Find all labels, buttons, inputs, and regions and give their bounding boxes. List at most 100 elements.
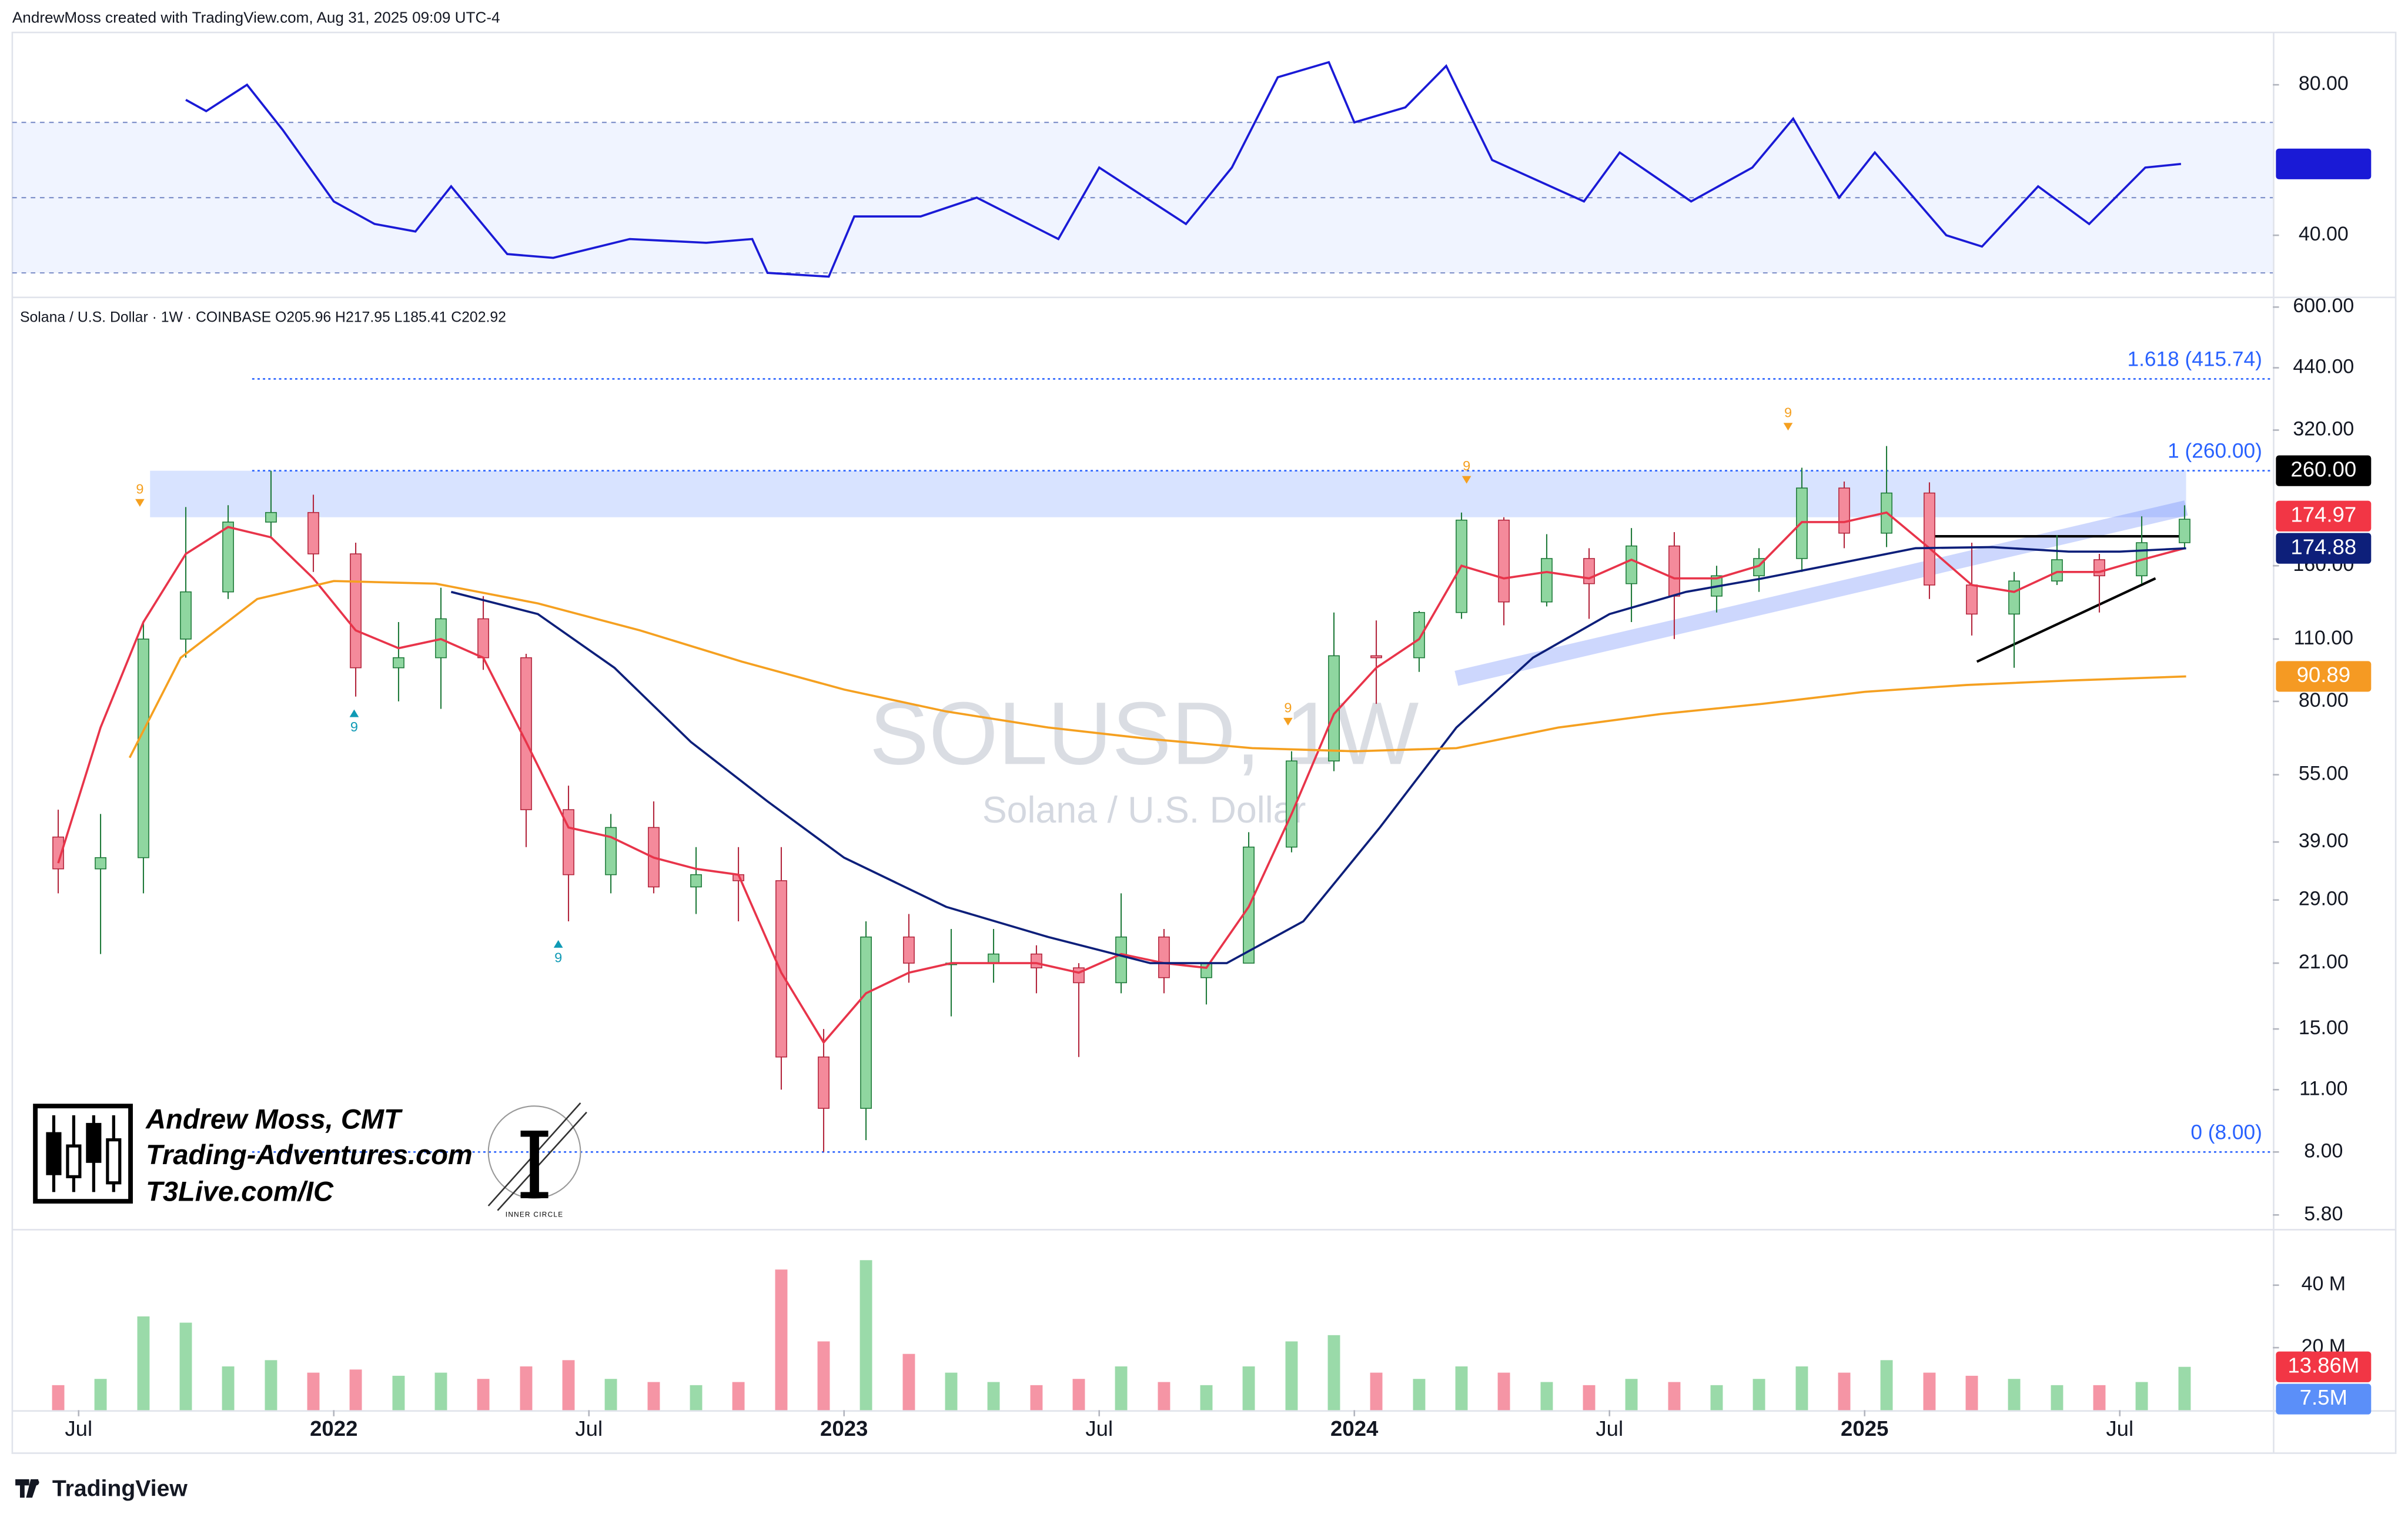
x-tick-label: 2023 — [820, 1416, 868, 1441]
resistance-zone — [150, 470, 2186, 517]
signature-line: T3Live.com/IC — [146, 1175, 334, 1206]
y-tick-label: 600.00 — [2293, 295, 2354, 317]
volume-bar — [1795, 1366, 1808, 1411]
x-tick-label: Jul — [1596, 1416, 1623, 1441]
icon-body — [46, 1132, 62, 1175]
candle-body — [1115, 936, 1127, 984]
footer-logo-dot — [33, 1479, 39, 1486]
y-tick-label: 21.00 — [2299, 951, 2349, 973]
td-count: 9 — [1463, 458, 1470, 473]
x-tick-label: Jul — [575, 1416, 603, 1441]
fib-label: 1.618 (415.74) — [2128, 347, 2262, 370]
y-tick-label: 80.00 — [2299, 72, 2349, 95]
footer: TradingView — [15, 1476, 188, 1502]
candle-body — [860, 936, 872, 1109]
candle-body — [1413, 611, 1425, 659]
price-tag — [2276, 500, 2372, 532]
y-tick-label: 8.00 — [2304, 1139, 2343, 1162]
icon-body — [106, 1138, 122, 1185]
candle-body — [1924, 492, 1935, 586]
symbol-legend: Solana / U.S. Dollar · 1W · COINBASE O20… — [20, 310, 506, 326]
td-arrow — [1783, 423, 1793, 431]
price-tag — [2276, 533, 2372, 564]
td-count: 9 — [554, 950, 562, 965]
candle-body — [477, 618, 489, 659]
volume-bar — [94, 1379, 107, 1411]
watermark: SOLUSD, 1W — [869, 684, 1419, 783]
volume-bar — [2051, 1385, 2063, 1411]
volume-bar — [562, 1360, 575, 1411]
volume-bar — [859, 1260, 872, 1411]
price-tag — [2276, 455, 2372, 486]
y-tick-label: 40.00 — [2299, 223, 2349, 245]
x-tick-label: 2025 — [1841, 1416, 1888, 1441]
candle-body — [1541, 558, 1553, 603]
y-tick-label: 55.00 — [2299, 763, 2349, 785]
td-arrow — [135, 499, 145, 507]
logo-stroke — [497, 1111, 587, 1211]
volume-bar — [732, 1382, 745, 1411]
y-tick-label: 440.00 — [2293, 355, 2354, 377]
volume-bar — [604, 1379, 617, 1411]
watermark-subtitle: Solana / U.S. Dollar — [982, 790, 1306, 831]
volume-bar — [1880, 1360, 1893, 1411]
candle-body — [605, 827, 617, 875]
candle-body — [1668, 545, 1680, 597]
td-count: 9 — [350, 719, 358, 734]
candle-body — [563, 809, 574, 875]
volume-bar — [775, 1269, 788, 1411]
y-tick-label: 11.00 — [2299, 1077, 2347, 1099]
y-tick-label: 39.00 — [2299, 830, 2349, 852]
signature-line: Andrew Moss, CMT — [145, 1104, 403, 1135]
y-tick-label: 110.00 — [2294, 627, 2353, 649]
candle-body — [1583, 558, 1595, 584]
candle-body — [2051, 559, 2063, 581]
trend-line — [1976, 577, 2156, 663]
signature-line: Trading-Adventures.com — [146, 1139, 473, 1170]
td-arrow — [1283, 717, 1293, 726]
axis-layer: 80.0040.00600.00440.00320.00160.00110.00… — [65, 72, 2372, 1441]
volume-bar — [222, 1366, 235, 1411]
price-tag-label: 90.89 — [2297, 663, 2351, 687]
volume-bar — [1583, 1385, 1596, 1411]
price-tag — [2276, 1383, 2372, 1415]
volume-bar — [52, 1385, 65, 1411]
volume-bar — [1327, 1335, 1340, 1411]
volume-bar — [1497, 1372, 1510, 1411]
price-tag-label: 7.5M — [2300, 1385, 2347, 1409]
y-tick-label: 40 M — [2302, 1273, 2346, 1295]
candle-body — [903, 936, 915, 964]
candle-body — [52, 836, 64, 870]
candle-body — [350, 553, 362, 669]
x-tick-label: 2022 — [310, 1416, 357, 1441]
volume-bar — [349, 1369, 362, 1411]
price-tag — [2276, 1351, 2372, 1382]
volume-bar — [1370, 1372, 1383, 1411]
logo-serif — [520, 1192, 549, 1198]
volume-bar — [1115, 1366, 1128, 1411]
y-tick-label: 5.80 — [2304, 1202, 2343, 1225]
volume-bar — [1838, 1372, 1851, 1411]
logo-serif — [520, 1130, 549, 1137]
price-tag-label: 13.86M — [2287, 1353, 2359, 1377]
volume-bar — [1965, 1375, 1978, 1411]
td-count: 9 — [1284, 700, 1292, 715]
price-tag — [2276, 148, 2372, 179]
moving-average — [450, 546, 2186, 964]
y-tick-label: 15.00 — [2299, 1017, 2349, 1039]
rsi-band — [12, 122, 2273, 273]
icon-body — [86, 1122, 102, 1163]
candle-body — [95, 857, 106, 870]
header: AndrewMoss created with TradingView.com,… — [12, 9, 500, 26]
candle-body — [2179, 519, 2190, 543]
volume-bar — [520, 1366, 533, 1411]
candle-body — [2093, 559, 2105, 577]
volume-bar — [2178, 1366, 2191, 1411]
volume-bar — [1923, 1372, 1936, 1411]
volume-bar — [2008, 1379, 2021, 1411]
price-tag-label: 174.97 — [2290, 502, 2356, 526]
candle-body — [1498, 519, 1510, 603]
x-tick-label: Jul — [1085, 1416, 1113, 1441]
